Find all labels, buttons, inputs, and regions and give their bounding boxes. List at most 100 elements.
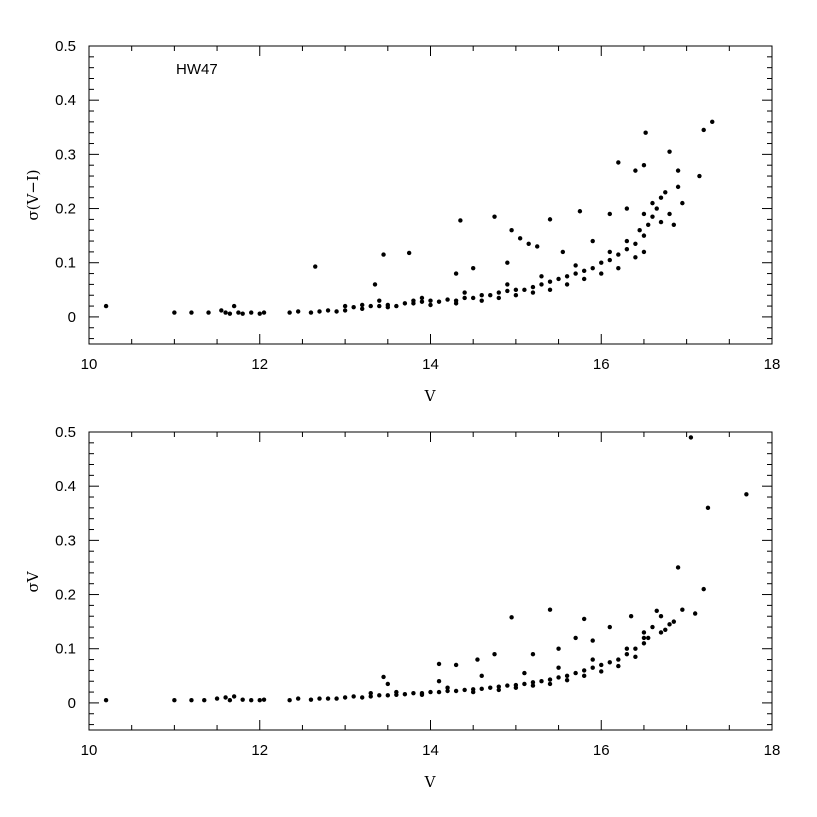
data-point (317, 309, 322, 314)
data-point (616, 252, 621, 257)
data-point (705, 505, 711, 511)
data-point (402, 692, 408, 697)
data-point (103, 698, 109, 703)
data-point (445, 685, 450, 690)
data-point (223, 310, 228, 315)
x-axis-label-top: V (424, 387, 437, 405)
data-point (547, 279, 553, 284)
data-point (564, 673, 570, 679)
data-point (641, 211, 647, 217)
x-tick-labels-top: 10 12 14 16 18 (81, 356, 781, 373)
data-point (377, 693, 382, 698)
data-point (654, 206, 659, 211)
data-point (590, 638, 595, 643)
data-point (261, 310, 267, 315)
data-point (236, 310, 241, 315)
data-point (547, 607, 553, 612)
data-point (692, 611, 698, 616)
data-point (214, 696, 220, 701)
data-point (616, 663, 621, 669)
data-point (458, 218, 463, 223)
data-point (530, 680, 536, 685)
data-point (227, 698, 233, 703)
y-tick-labels-top: 0 0.1 0.2 0.3 0.4 0.5 (55, 38, 76, 326)
data-point (675, 168, 681, 173)
x-tick-label: 14 (422, 356, 439, 373)
data-point (560, 249, 566, 255)
data-point (257, 698, 262, 703)
data-point (573, 670, 578, 676)
points-top (103, 119, 715, 316)
data-point (240, 311, 245, 316)
data-point (513, 293, 519, 298)
data-point (517, 236, 523, 241)
data-point (257, 311, 262, 316)
data-point (496, 295, 501, 301)
data-point (462, 687, 467, 693)
x-tick-label: 12 (251, 356, 268, 373)
data-point (710, 119, 715, 125)
data-point (641, 630, 647, 635)
data-point (172, 698, 177, 703)
plot-frame-bottom (88, 431, 773, 731)
data-point (616, 265, 621, 271)
data-point (488, 293, 493, 298)
data-point (492, 214, 497, 219)
data-point (172, 310, 177, 315)
data-point (334, 309, 339, 314)
data-point (313, 264, 318, 269)
data-point (530, 284, 536, 290)
data-point (658, 630, 664, 635)
data-point (539, 274, 544, 279)
data-point (377, 303, 382, 309)
data-point (701, 127, 706, 133)
data-point (462, 290, 467, 295)
data-point (385, 693, 391, 698)
data-point (646, 222, 651, 227)
data-point (581, 276, 587, 282)
data-point (628, 614, 634, 619)
data-point (308, 697, 314, 702)
data-point (590, 238, 595, 244)
data-point (633, 646, 638, 651)
data-point (556, 675, 561, 680)
data-point (641, 249, 647, 255)
x-tick-label: 14 (422, 742, 439, 759)
data-point (496, 687, 501, 693)
data-point (637, 228, 642, 233)
points-bottom (103, 435, 749, 703)
data-point (624, 206, 630, 211)
data-point (308, 310, 314, 315)
data-point (607, 624, 612, 630)
y-axis-label-bottom: σV (24, 570, 42, 592)
y-tick-label: 0.5 (55, 424, 76, 441)
data-point (377, 298, 382, 303)
data-point (402, 301, 408, 306)
data-point (650, 624, 655, 630)
data-point (539, 679, 544, 684)
x-tick-labels-bottom: 10 12 14 16 18 (81, 742, 781, 759)
data-point (667, 149, 672, 154)
data-point (240, 697, 245, 702)
data-point (581, 268, 587, 274)
data-point (539, 282, 544, 287)
data-point (479, 686, 484, 692)
data-point (436, 299, 442, 304)
data-point (381, 674, 386, 680)
data-point (607, 211, 612, 217)
data-point (479, 673, 484, 679)
data-point (607, 257, 612, 263)
x-tick-label: 10 (81, 356, 98, 373)
data-point (590, 657, 595, 662)
data-point (633, 654, 638, 660)
data-point (381, 252, 386, 257)
data-point (633, 168, 638, 173)
data-point (462, 295, 467, 301)
data-point (573, 635, 578, 641)
data-point (219, 308, 224, 313)
data-point (406, 250, 412, 256)
data-point (646, 635, 651, 641)
data-point (701, 586, 706, 592)
data-point (671, 222, 677, 227)
